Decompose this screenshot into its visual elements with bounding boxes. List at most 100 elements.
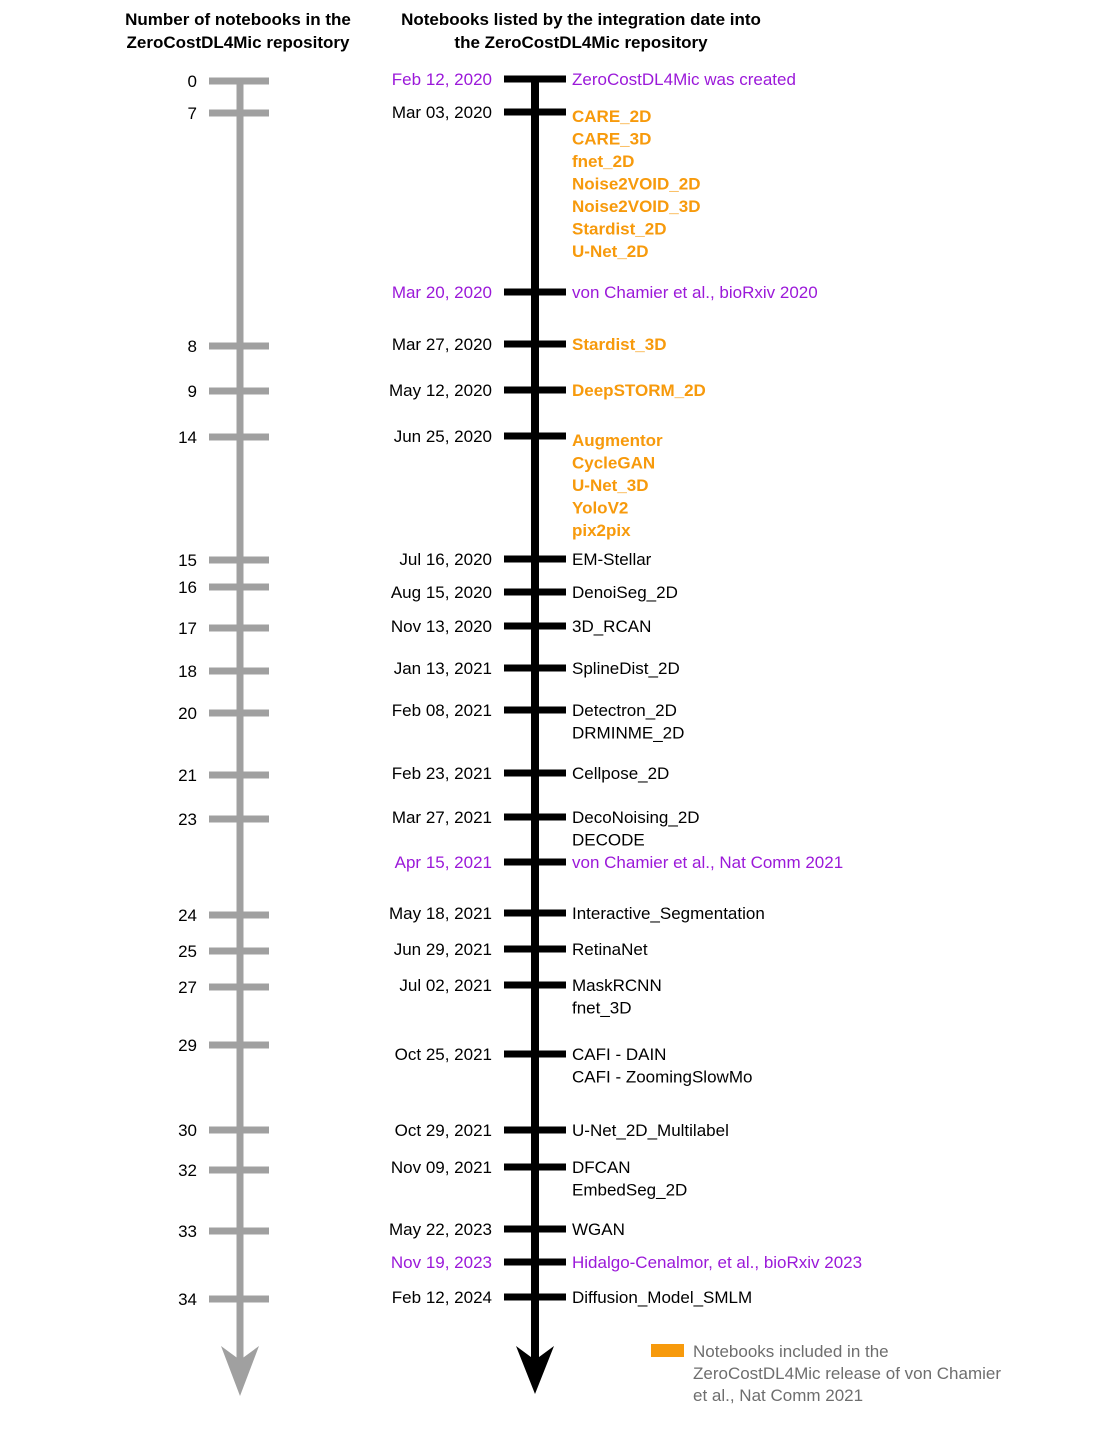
event-date: Aug 15, 2020 <box>391 583 492 602</box>
count-tick-label: 30 <box>178 1121 197 1140</box>
notebook-name: WGAN <box>572 1220 625 1239</box>
timeline-event: Nov 19, 2023 Hidalgo-Cenalmor, et al., bi… <box>391 1253 862 1272</box>
count-tick-label: 0 <box>188 72 197 91</box>
event-date: Feb 08, 2021 <box>392 701 492 720</box>
notebook-name: CAFI - ZoomingSlowMo <box>572 1068 752 1087</box>
count-tick-label: 9 <box>188 382 197 401</box>
event-date: Apr 15, 2021 <box>395 853 492 872</box>
notebook-name: Diffusion_Model_SMLM <box>572 1288 752 1307</box>
count-tick-label: 24 <box>178 906 197 925</box>
event-date: Mar 20, 2020 <box>392 283 492 302</box>
event-date: Oct 29, 2021 <box>395 1121 492 1140</box>
timeline-event: Jul 16, 2020 EM-Stellar <box>399 550 651 569</box>
notebook-name: SplineDist_2D <box>572 659 680 678</box>
event-date: Jan 13, 2021 <box>394 659 492 678</box>
notebook-name: Noise2VOID_3D <box>572 197 701 216</box>
timeline-event: Jul 02, 2021 MaskRCNN fnet_3D <box>399 976 661 1018</box>
milestone-label: Hidalgo-Cenalmor, et al., bioRxiv 2023 <box>572 1253 862 1272</box>
notebook-name: U-Net_3D <box>572 476 649 495</box>
count-axis-arrowhead <box>221 1346 259 1396</box>
notebook-name: Detectron_2D <box>572 701 677 720</box>
notebook-name: EmbedSeg_2D <box>572 1181 687 1200</box>
notebook-name: Noise2VOID_2D <box>572 175 701 194</box>
count-ticks: 0 7 8 9 14 15 16 17 18 20 21 23 24 25 27 29 30 32 33 34 <box>178 72 269 1309</box>
milestone-label: ZeroCostDL4Mic was created <box>572 70 796 89</box>
timeline-event: Mar 20, 2020 von Chamier et al., bioRxiv … <box>392 283 818 302</box>
count-tick-label: 25 <box>178 942 197 961</box>
notebook-name: DenoiSeg_2D <box>572 583 678 602</box>
count-tick-label: 14 <box>178 428 197 447</box>
notebook-name: U-Net_2D <box>572 242 649 261</box>
notebook-name: YoloV2 <box>572 499 628 518</box>
count-tick-label: 27 <box>178 978 197 997</box>
count-tick-label: 34 <box>178 1290 197 1309</box>
legend: Notebooks included in the ZeroCostDL4Mic… <box>651 1342 1001 1405</box>
notebook-name: CARE_3D <box>572 130 651 149</box>
notebook-name: U-Net_2D_Multilabel <box>572 1121 729 1140</box>
timeline-event: Apr 15, 2021 von Chamier et al., Nat Comm… <box>395 853 844 872</box>
legend-text-line-3: et al., Nat Comm 2021 <box>693 1386 863 1405</box>
notebook-name: pix2pix <box>572 521 631 540</box>
legend-swatch <box>651 1344 684 1357</box>
timeline-event: Nov 09, 2021 DFCAN EmbedSeg_2D <box>391 1158 687 1200</box>
count-tick-label: 15 <box>178 551 197 570</box>
milestone-label: von Chamier et al., bioRxiv 2020 <box>572 283 818 302</box>
notebook-name: Cellpose_2D <box>572 764 669 783</box>
date-events: Feb 12, 2020 ZeroCostDL4Mic was created Ma… <box>389 70 862 1307</box>
notebook-name: EM-Stellar <box>572 550 652 569</box>
timeline-event: Mar 27, 2021 DecoNoising_2D DECODE <box>392 808 700 850</box>
date-axis-arrowhead <box>516 1346 554 1394</box>
event-date: May 18, 2021 <box>389 904 492 923</box>
left-header: Number of notebooks in the ZeroCostDL4Mi… <box>125 10 351 52</box>
timeline-event: May 22, 2023 WGAN <box>389 1220 625 1239</box>
event-date: Jul 02, 2021 <box>399 976 492 995</box>
right-header-line-2: the ZeroCostDL4Mic repository <box>454 33 708 52</box>
event-date: Feb 12, 2020 <box>392 70 492 89</box>
notebook-name: CycleGAN <box>572 454 655 473</box>
count-tick-label: 18 <box>178 662 197 681</box>
event-date: May 12, 2020 <box>389 381 492 400</box>
event-date: Mar 03, 2020 <box>392 103 492 122</box>
notebook-name: DeepSTORM_2D <box>572 381 706 400</box>
event-date: Jun 29, 2021 <box>394 940 492 959</box>
right-header-line-1: Notebooks listed by the integration date… <box>401 10 761 29</box>
count-tick-label: 20 <box>178 704 197 723</box>
count-tick-label: 29 <box>178 1036 197 1055</box>
timeline-event: Nov 13, 2020 3D_RCAN <box>391 617 652 636</box>
event-date: Feb 23, 2021 <box>392 764 492 783</box>
notebook-name: DECODE <box>572 831 645 850</box>
timeline-event: Oct 25, 2021 CAFI - DAIN CAFI - ZoomingSlo… <box>395 1045 753 1087</box>
event-date: Nov 13, 2020 <box>391 617 492 636</box>
timeline-event: Feb 08, 2021 Detectron_2D DRMINME_2D <box>392 701 685 743</box>
date-axis: Feb 12, 2020 ZeroCostDL4Mic was created Ma… <box>389 70 862 1394</box>
milestone-label: von Chamier et al., Nat Comm 2021 <box>572 853 843 872</box>
timeline-event: Jun 25, 2020 Augmentor CycleGAN U-Net_3D Yol… <box>394 427 663 540</box>
timeline-event: Feb 12, 2024 Diffusion_Model_SMLM <box>392 1288 752 1307</box>
timeline-event: Jan 13, 2021 SplineDist_2D <box>394 659 680 678</box>
legend-text-line-1: Notebooks included in the <box>693 1342 889 1361</box>
notebook-name: RetinaNet <box>572 940 648 959</box>
notebook-name: DecoNoising_2D <box>572 808 700 827</box>
event-date: Jul 16, 2020 <box>399 550 492 569</box>
count-tick-label: 8 <box>188 337 197 356</box>
event-date: Mar 27, 2020 <box>392 335 492 354</box>
count-tick-label: 23 <box>178 810 197 829</box>
notebook-name: Interactive_Segmentation <box>572 904 765 923</box>
notebook-name: MaskRCNN <box>572 976 662 995</box>
left-header-line-2: ZeroCostDL4Mic repository <box>127 33 350 52</box>
notebook-name: Stardist_3D <box>572 335 666 354</box>
event-date: Nov 09, 2021 <box>391 1158 492 1177</box>
timeline-event: May 18, 2021 Interactive_Segmentation <box>389 904 765 923</box>
notebook-name: Augmentor <box>572 431 663 450</box>
notebook-name: fnet_3D <box>572 999 632 1018</box>
timeline-event: Feb 23, 2021 Cellpose_2D <box>392 764 670 783</box>
notebook-name: fnet_2D <box>572 152 634 171</box>
count-tick-label: 16 <box>178 578 197 597</box>
count-axis: 0 7 8 9 14 15 16 17 18 20 21 23 24 25 27 29 30 32 33 34 <box>178 72 269 1396</box>
legend-text-line-2: ZeroCostDL4Mic release of von Chamier <box>693 1364 1001 1383</box>
timeline-event: Oct 29, 2021 U-Net_2D_Multilabel <box>395 1121 729 1140</box>
event-date: Nov 19, 2023 <box>391 1253 492 1272</box>
timeline-event: Aug 15, 2020 DenoiSeg_2D <box>391 583 678 602</box>
count-tick-label: 33 <box>178 1222 197 1241</box>
